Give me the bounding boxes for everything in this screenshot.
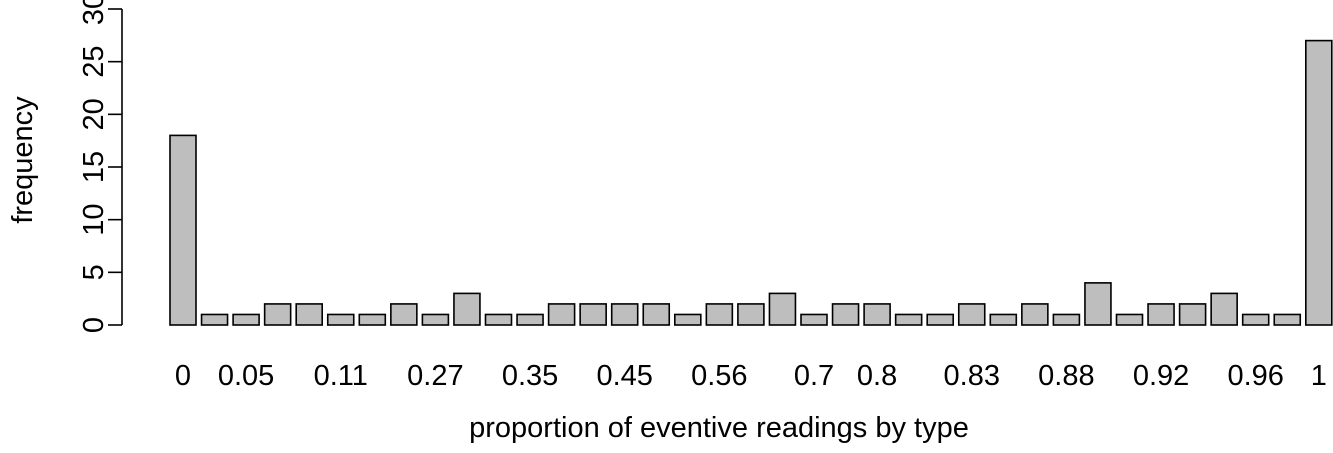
bar [800, 313, 828, 326]
bar [169, 134, 197, 326]
bar [1147, 303, 1175, 326]
x-tick-label: 0.88 [1038, 360, 1094, 392]
bar [579, 303, 607, 326]
bar [232, 313, 260, 326]
x-tick-label: 0 [175, 360, 191, 392]
bar [358, 313, 387, 326]
x-tick-label: 0.05 [218, 360, 274, 392]
bar [957, 303, 986, 326]
y-tick-label: 15 [78, 151, 110, 183]
x-tick-label: 0.11 [314, 360, 368, 392]
bar [263, 303, 292, 326]
bar [1115, 313, 1144, 326]
x-axis-title: proportion of eventive readings by type [469, 412, 969, 444]
y-tick-label: 25 [78, 46, 110, 78]
y-tick-label: 0 [78, 317, 110, 333]
bar [516, 313, 544, 326]
x-tick-labels: 0 0.05 0.11 0.27 0.35 0.45 0.56 0.7 0.8 0.83 0.88 0… [175, 360, 1327, 392]
bar [863, 303, 891, 326]
bar [1052, 313, 1081, 326]
bar [705, 303, 734, 326]
bar [1178, 303, 1207, 326]
bar [1210, 292, 1238, 326]
y-axis: 0 5 10 15 20 25 30 [78, 0, 123, 333]
bar [1273, 313, 1302, 326]
x-tick-label: 0.27 [407, 360, 463, 392]
bar [642, 303, 671, 326]
bar [453, 292, 481, 326]
x-tick-label: 0.96 [1227, 360, 1283, 392]
y-tick-label: 5 [78, 264, 110, 280]
bar [326, 313, 355, 326]
bar [1021, 303, 1049, 326]
x-tick-label: 0.7 [794, 360, 834, 392]
bar [295, 303, 324, 326]
y-tick-label: 30 [78, 0, 110, 25]
x-tick-label: 1 [1311, 360, 1327, 392]
bar [547, 303, 576, 326]
x-tick-label: 0.8 [857, 360, 897, 392]
bar [1084, 282, 1112, 326]
bar [421, 313, 450, 326]
bar [737, 303, 765, 326]
x-tick-label: 0.56 [691, 360, 747, 392]
y-tick-label: 20 [78, 98, 110, 130]
bar [926, 313, 955, 326]
y-tick-label: 10 [78, 204, 110, 236]
bar [831, 303, 860, 326]
bar [484, 313, 513, 326]
bar [1305, 39, 1333, 326]
x-tick-label: 0.45 [596, 360, 652, 392]
x-tick-label: 0.35 [502, 360, 558, 392]
bar [610, 303, 639, 326]
bar [1241, 313, 1270, 326]
x-tick-label: 0.92 [1133, 360, 1189, 392]
bar [894, 313, 923, 326]
bar [989, 313, 1018, 326]
bar [390, 303, 418, 326]
x-tick-label: 0.83 [944, 360, 1000, 392]
bars-group [169, 39, 1333, 326]
bar [673, 313, 702, 326]
bar [768, 292, 797, 326]
y-axis-title: frequency [7, 96, 39, 224]
bar [200, 313, 229, 326]
